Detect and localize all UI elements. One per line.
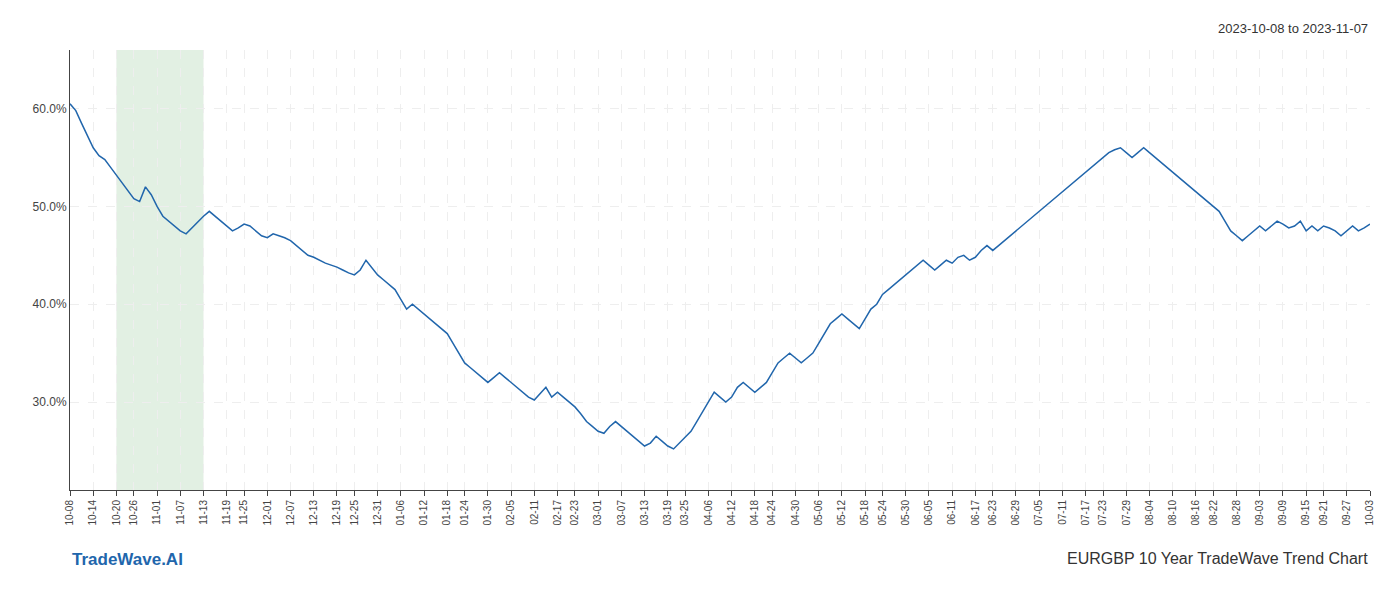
svg-text:04-18: 04-18 [749, 500, 760, 526]
svg-text:12-07: 12-07 [285, 500, 296, 526]
svg-text:10-26: 10-26 [128, 500, 139, 526]
svg-text:06-11: 06-11 [946, 500, 957, 525]
svg-text:40.0%: 40.0% [33, 297, 67, 311]
svg-text:08-04: 08-04 [1144, 500, 1155, 526]
svg-text:01-06: 01-06 [395, 500, 406, 526]
svg-text:10-08: 10-08 [64, 500, 75, 526]
svg-text:04-12: 04-12 [726, 500, 737, 526]
svg-text:12-19: 12-19 [331, 500, 342, 526]
svg-text:04-06: 04-06 [703, 500, 714, 526]
svg-text:05-24: 05-24 [877, 500, 888, 526]
svg-text:07-11: 07-11 [1057, 500, 1068, 525]
svg-text:11-01: 11-01 [151, 500, 162, 525]
svg-text:03-19: 03-19 [662, 500, 673, 526]
svg-text:03-13: 03-13 [639, 500, 650, 526]
svg-text:04-24: 04-24 [766, 500, 777, 526]
svg-text:12-01: 12-01 [262, 500, 273, 526]
svg-text:10-20: 10-20 [111, 500, 122, 526]
svg-text:02-11: 02-11 [529, 500, 540, 525]
svg-text:11-19: 11-19 [221, 500, 232, 525]
svg-text:03-07: 03-07 [616, 500, 627, 526]
svg-text:04-30: 04-30 [790, 500, 801, 526]
svg-text:05-06: 05-06 [813, 500, 824, 526]
svg-text:06-05: 06-05 [923, 500, 934, 526]
svg-text:11-07: 11-07 [175, 500, 186, 525]
svg-text:08-16: 08-16 [1190, 500, 1201, 526]
svg-text:08-22: 08-22 [1208, 500, 1219, 526]
svg-text:05-30: 05-30 [900, 500, 911, 526]
svg-text:01-12: 01-12 [418, 500, 429, 526]
svg-text:30.0%: 30.0% [33, 395, 67, 409]
svg-text:09-21: 09-21 [1318, 500, 1329, 526]
svg-text:03-25: 03-25 [679, 500, 690, 526]
svg-text:09-09: 09-09 [1277, 500, 1288, 526]
svg-text:11-13: 11-13 [198, 500, 209, 525]
svg-text:09-15: 09-15 [1300, 500, 1311, 526]
svg-text:01-18: 01-18 [441, 500, 452, 526]
svg-text:10-14: 10-14 [87, 500, 98, 526]
svg-text:02-05: 02-05 [505, 500, 516, 526]
svg-text:2023-10-08 to 2023-11-07: 2023-10-08 to 2023-11-07 [1218, 21, 1368, 36]
svg-text:02-17: 02-17 [552, 500, 563, 526]
svg-text:12-31: 12-31 [372, 500, 383, 526]
svg-text:07-05: 07-05 [1033, 500, 1044, 526]
svg-text:02-23: 02-23 [569, 500, 580, 526]
svg-text:09-27: 09-27 [1341, 500, 1352, 526]
svg-text:06-23: 06-23 [987, 500, 998, 526]
svg-text:12-13: 12-13 [308, 500, 319, 526]
svg-text:05-12: 05-12 [836, 500, 847, 526]
svg-text:10-03: 10-03 [1364, 500, 1375, 526]
svg-text:EURGBP 10 Year TradeWave Trend: EURGBP 10 Year TradeWave Trend Chart [1067, 550, 1368, 567]
svg-text:08-28: 08-28 [1231, 500, 1242, 526]
svg-text:01-30: 01-30 [482, 500, 493, 526]
svg-text:12-25: 12-25 [349, 500, 360, 526]
svg-text:07-23: 07-23 [1097, 500, 1108, 526]
svg-text:09-03: 09-03 [1254, 500, 1265, 526]
svg-text:06-29: 06-29 [1010, 500, 1021, 526]
svg-text:01-24: 01-24 [459, 500, 470, 526]
svg-text:50.0%: 50.0% [33, 200, 67, 214]
svg-text:06-17: 06-17 [970, 500, 981, 526]
svg-text:11-25: 11-25 [238, 500, 249, 525]
svg-text:03-01: 03-01 [592, 500, 603, 526]
svg-text:05-18: 05-18 [859, 500, 870, 526]
svg-text:08-10: 08-10 [1167, 500, 1178, 526]
svg-text:60.0%: 60.0% [33, 102, 67, 116]
svg-text:07-29: 07-29 [1121, 500, 1132, 526]
svg-text:TradeWave.AI: TradeWave.AI [72, 550, 183, 569]
svg-text:07-17: 07-17 [1080, 500, 1091, 526]
